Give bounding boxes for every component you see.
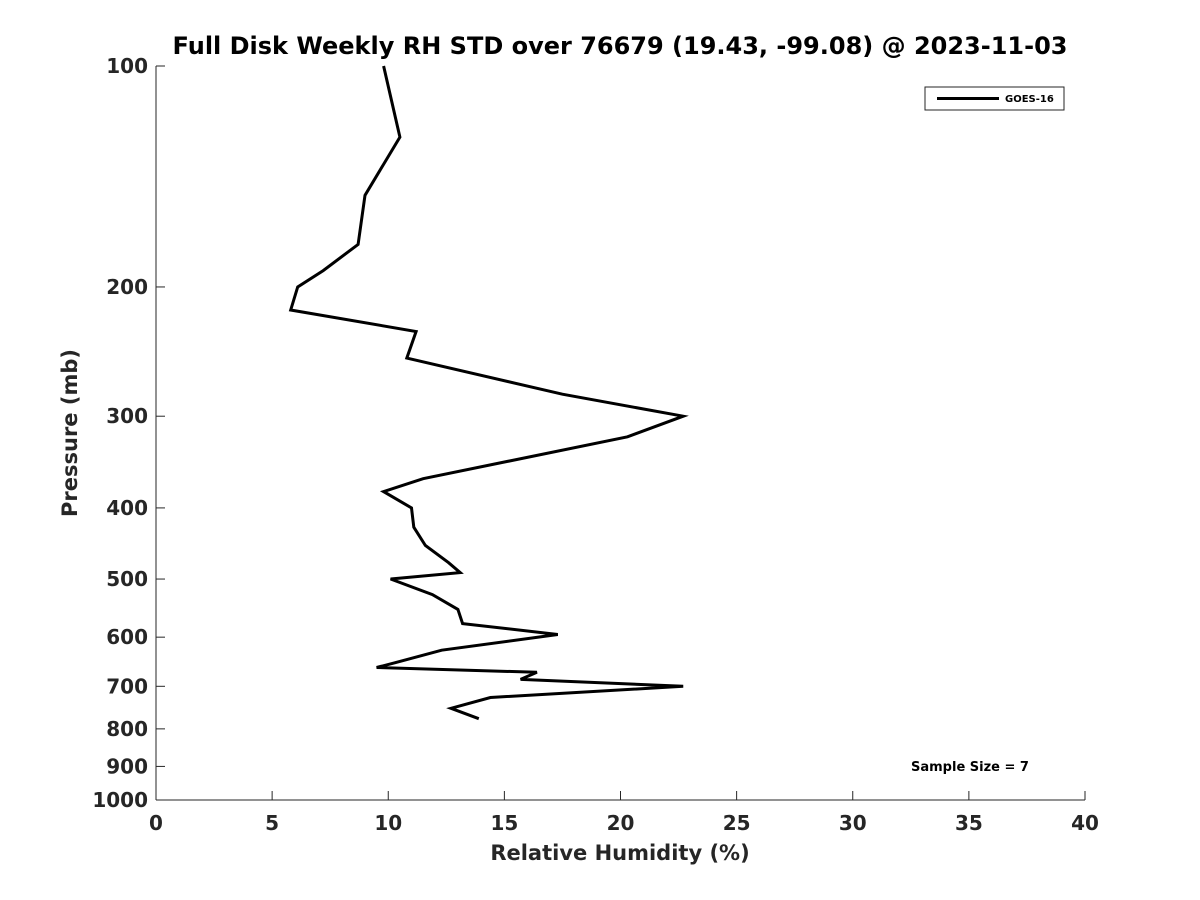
y-tick-label: 200 [106,275,148,299]
x-tick-label: 25 [723,811,751,835]
x-tick-label: 40 [1071,811,1099,835]
y-axis-label: Pressure (mb) [58,349,82,517]
y-tick-label: 700 [106,674,148,698]
legend-label-goes-16: GOES-16 [1005,94,1054,105]
y-tick-label: 300 [106,404,148,428]
y-ticks: 100 200 300 400 500 600 700 800 900 1000 [92,54,165,812]
x-tick-label: 35 [955,811,983,835]
y-tick-label: 400 [106,496,148,520]
y-tick-label: 500 [106,567,148,591]
series-line-goes-16 [288,65,689,721]
y-tick-label: 100 [106,54,148,78]
x-tick-label: 15 [490,811,518,835]
sample-size-annotation: Sample Size = 7 [911,760,1029,775]
x-ticks: 0 5 10 15 20 25 30 35 40 [149,791,1099,835]
series-layer [288,65,689,721]
y-tick-label: 1000 [92,788,148,812]
x-tick-label: 0 [149,811,163,835]
chart-title: Full Disk Weekly RH STD over 76679 (19.4… [173,32,1068,60]
legend: GOES-16 [924,86,1065,111]
x-tick-label: 30 [839,811,867,835]
y-tick-label: 900 [106,754,148,778]
x-tick-label: 10 [374,811,402,835]
y-tick-label: 800 [106,717,148,741]
x-axis-label: Relative Humidity (%) [490,841,749,865]
x-tick-label: 20 [607,811,635,835]
y-tick-label: 600 [106,625,148,649]
x-tick-label: 5 [265,811,279,835]
